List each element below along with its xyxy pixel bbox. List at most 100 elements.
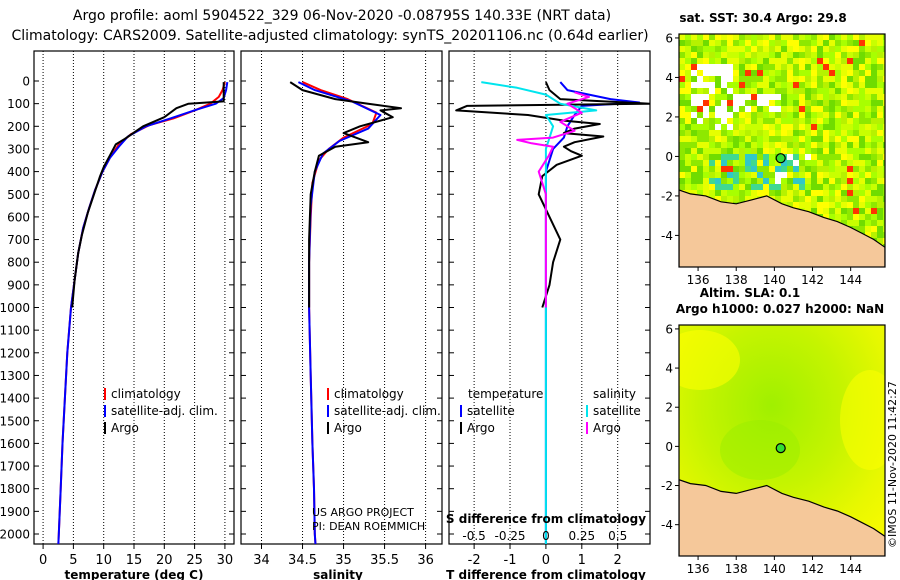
sst-pixel [841,196,847,202]
sst-pixel [799,172,805,178]
sst-pixel [697,94,703,100]
sst-pixel [805,130,811,136]
sst-pixel [811,208,817,214]
sst-pixel [745,88,751,94]
sst-pixel [751,70,757,76]
sst-pixel [739,46,745,52]
sst-pixel [721,160,727,166]
sst-pixel [691,82,697,88]
sst-pixel [835,154,841,160]
sst-pixel [679,64,685,70]
sst-pixel [697,88,703,94]
sst-pixel [691,148,697,154]
sst-pixel [883,160,885,166]
sst-pixel [853,178,859,184]
sst-pixel [853,154,859,160]
sst-pixel [859,52,865,58]
sst-pixel [799,166,805,172]
sst-pixel [685,118,691,124]
sst-pixel [781,166,787,172]
difference-plot-frame [448,50,651,545]
imos-watermark: ©IMOS 11-Nov-2020 11:42:27 [886,381,899,548]
sst-pixel [829,178,835,184]
sst-pixel [883,46,885,52]
sst-pixel [877,232,883,238]
sst-pixel [841,64,847,70]
sst-pixel [883,220,885,226]
map-lon-tick-label: 140 [763,273,786,287]
sst-pixel [739,154,745,160]
sst-pixel [835,148,841,154]
sst-pixel [763,64,769,70]
sst-pixel [841,142,847,148]
sst-pixel [685,52,691,58]
sst-pixel [769,112,775,118]
sst-pixel [871,226,877,232]
sst-pixel [829,196,835,202]
sst-pixel [727,106,733,112]
x-tick-label: 5 [69,553,77,568]
sst-pixel [853,34,859,40]
x-tick-label: 35.5 [370,553,399,568]
sst-pixel [679,142,685,148]
sst-pixel [679,130,685,136]
sst-pixel [745,34,751,40]
map-lon-tick-label: 142 [801,562,824,576]
s-tick-label: 0.5 [608,529,627,543]
sst-pixel [775,52,781,58]
sst-pixel [757,190,763,196]
sst-pixel [841,178,847,184]
sst-pixel [751,130,757,136]
sst-pixel [679,166,685,172]
sst-pixel [757,88,763,94]
sst-pixel [715,100,721,106]
sst-pixel [709,142,715,148]
sst-pixel [799,160,805,166]
sst-pixel [823,82,829,88]
sst-pixel [763,82,769,88]
sst-pixel [721,118,727,124]
sst-pixel [733,172,739,178]
sst-pixel [865,40,871,46]
sst-pixel [877,118,883,124]
sst-pixel [865,172,871,178]
sst-pixel [739,94,745,100]
sst-pixel [709,136,715,142]
sst-pixel [757,52,763,58]
sst-pixel [769,142,775,148]
sst-pixel [877,208,883,214]
sst-pixel [859,142,865,148]
sst-pixel [769,40,775,46]
sst-pixel [745,130,751,136]
sst-pixel [829,106,835,112]
sst-pixel [679,106,685,112]
sla-high-patch [679,330,740,390]
sst-pixel [727,100,733,106]
sst-pixel [787,142,793,148]
sst-pixel [799,76,805,82]
sst-pixel [877,166,883,172]
sst-pixel [745,178,751,184]
map-lat-tick-label: 2 [665,110,673,124]
sst-pixel [727,64,733,70]
sst-pixel [787,124,793,130]
sst-pixel [859,172,865,178]
sst-pixel [703,58,709,64]
sst-pixel [847,154,853,160]
sst-pixel [811,190,817,196]
sst-pixel [679,88,685,94]
sst-pixel [721,196,727,202]
sst-pixel [691,166,697,172]
sst-pixel [877,148,883,154]
sst-pixel [805,118,811,124]
sst-pixel [883,172,885,178]
sst-pixel [727,166,733,172]
sst-pixel [811,94,817,100]
sst-pixel [703,34,709,40]
sst-pixel [787,178,793,184]
sst-pixel [721,100,727,106]
sst-pixel [805,88,811,94]
sst-pixel [721,130,727,136]
sst-pixel [793,94,799,100]
legend-climatology-label: climatology [111,387,181,401]
